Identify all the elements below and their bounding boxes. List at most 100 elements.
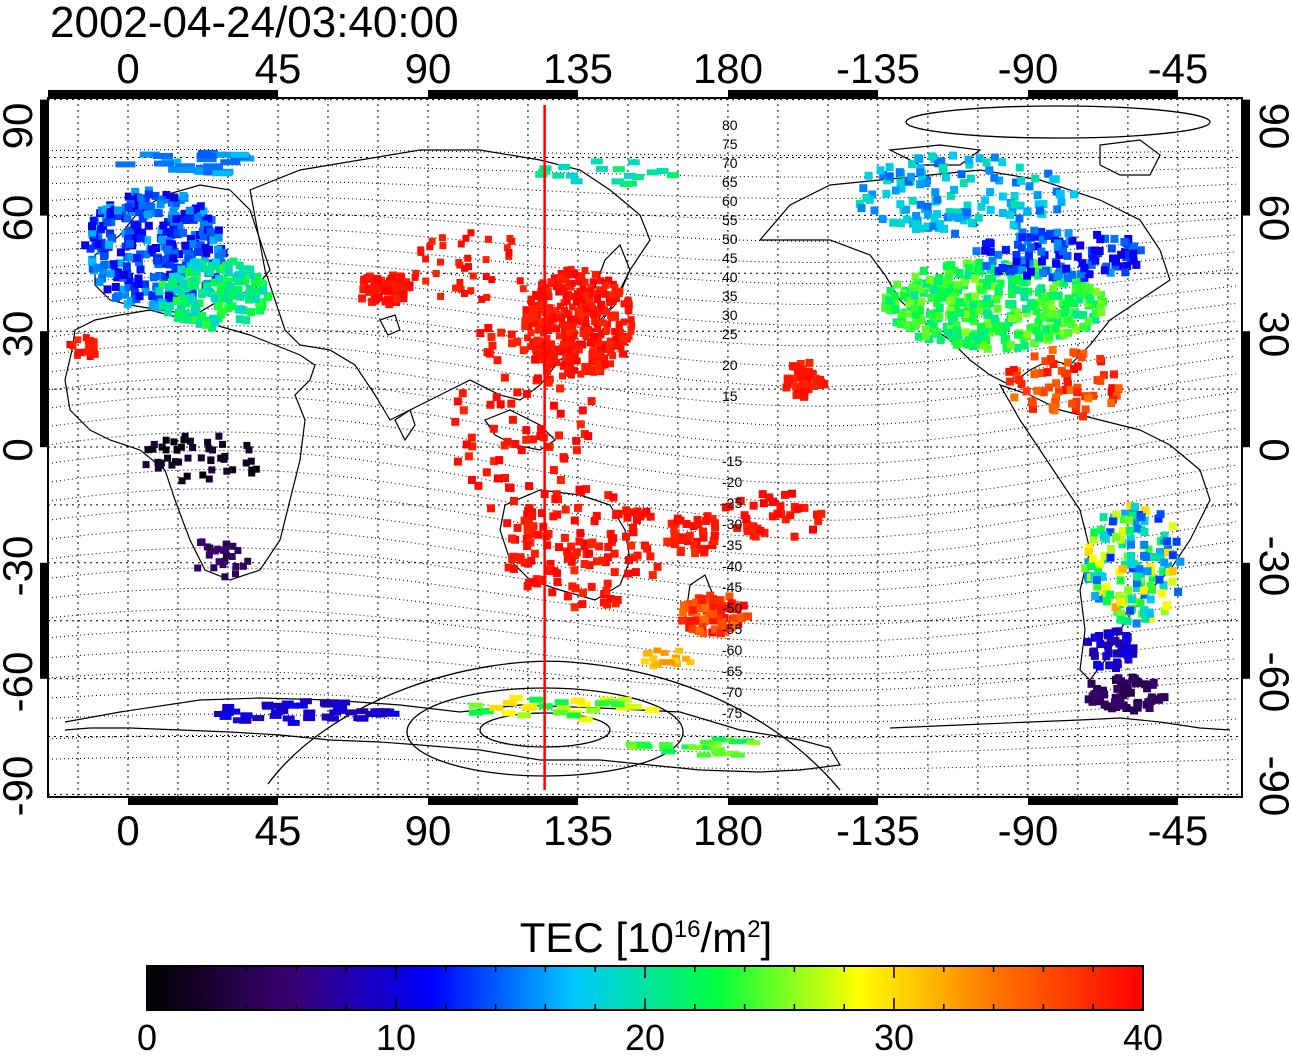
tec-pixel (710, 519, 719, 528)
tec-pixel (511, 440, 520, 448)
tec-pixel (1147, 614, 1156, 623)
coastline (94, 184, 271, 316)
tec-pixel (157, 196, 166, 205)
tec-pixel (585, 561, 594, 570)
tec-pixel (1116, 576, 1125, 585)
tec-pixel (1089, 535, 1098, 544)
tec-pixel (578, 273, 586, 281)
tec-pixel (891, 305, 900, 314)
tec-pixel (604, 491, 613, 500)
tec-pixel (1156, 510, 1165, 519)
tec-pixel (1096, 697, 1105, 706)
tec-pixel (1024, 287, 1033, 296)
tec-pixel (1148, 573, 1157, 582)
tec-pixel (504, 563, 513, 572)
tec-pixel (954, 213, 963, 222)
contour-label-south: -30 (722, 516, 742, 532)
right-latitude-tick: 0 (1251, 438, 1292, 461)
tec-pixel (162, 228, 171, 237)
tec-pixel (154, 303, 163, 312)
tec-pixel (1034, 318, 1043, 327)
tec-pixel (595, 366, 603, 374)
tec-pixel (721, 628, 730, 637)
tec-pixel (912, 299, 921, 308)
tec-pixel (1014, 275, 1023, 284)
tec-pixel (908, 283, 917, 292)
tec-pixel (533, 292, 541, 300)
tec-pixel (543, 541, 552, 550)
tec-pixel (937, 157, 946, 166)
tec-pixel (990, 173, 999, 182)
tec-pixel (1069, 365, 1078, 373)
tec-pixel (162, 436, 170, 444)
tec-pixel (1120, 237, 1129, 246)
tec-pixel (177, 290, 186, 299)
tec-pixel (199, 471, 207, 479)
tec-pixel (365, 272, 374, 281)
tec-pixel (1084, 695, 1093, 704)
contour-label-south: -65 (722, 663, 742, 679)
tec-pixel (679, 536, 688, 544)
tec-pixel (892, 318, 901, 327)
tec-pixel (911, 310, 920, 319)
tec-pixel (870, 206, 879, 215)
tec-pixel (217, 294, 226, 303)
tec-pixel (694, 520, 703, 529)
tec-pixel (595, 700, 610, 707)
tec-pixel (547, 278, 555, 286)
tec-pixel (1017, 266, 1026, 275)
tec-pixel (565, 310, 573, 318)
tec-pixel (151, 191, 160, 200)
tec-pixel (751, 532, 760, 541)
tec-pixel (479, 708, 494, 715)
tec-pixel (209, 446, 216, 454)
tec-pixel (820, 380, 829, 389)
tec-pixel (118, 209, 127, 218)
tec-pixel (207, 457, 215, 465)
tec-pixel (516, 277, 524, 285)
tec-pixel (439, 242, 447, 250)
tec-pixel (1063, 369, 1072, 378)
tec-pixel (890, 292, 899, 300)
tec-pixel (963, 201, 972, 210)
tec-pixel (508, 339, 517, 348)
tec-pixel (679, 608, 688, 617)
tec-pixel (1072, 284, 1081, 292)
tec-pixel (993, 304, 1002, 313)
tec-pixel (564, 270, 572, 278)
tec-pixel (711, 523, 720, 532)
tec-pixel (321, 701, 334, 708)
tec-pixel (1048, 273, 1057, 282)
tec-pixel (223, 467, 231, 475)
tec-pixel (631, 174, 644, 180)
tec-pixel (1126, 606, 1135, 615)
tec-pixel (627, 316, 635, 324)
tec-pixel (646, 512, 655, 521)
tec-pixel (1014, 330, 1022, 339)
tec-pixel (542, 532, 551, 541)
tec-pixel (88, 228, 96, 237)
tec-pixel (1007, 271, 1016, 280)
tec-pixel (611, 284, 619, 292)
tec-pixel (1100, 552, 1109, 561)
tec-pixel (206, 268, 215, 276)
tec-pixel (936, 220, 945, 229)
tec-pixel (666, 659, 675, 666)
top-longitude-tick: 90 (405, 45, 452, 92)
tec-pixel (1080, 263, 1089, 272)
tec-pixel (953, 208, 962, 217)
tec-pixel (628, 322, 636, 330)
tec-pixel (938, 293, 947, 302)
tec-pixel (287, 719, 300, 726)
tec-pixel (387, 710, 400, 717)
tec-pixel (229, 151, 250, 158)
tec-pixel (299, 698, 312, 705)
tec-pixel (1061, 306, 1070, 315)
tec-pixel (1108, 704, 1117, 713)
tec-pixel (170, 193, 179, 202)
tec-pixel (186, 234, 195, 243)
tec-pixel (563, 547, 572, 556)
tec-pixel (699, 533, 708, 542)
left-latitude-tick: 90 (0, 103, 41, 150)
tec-pixel (1131, 679, 1140, 688)
